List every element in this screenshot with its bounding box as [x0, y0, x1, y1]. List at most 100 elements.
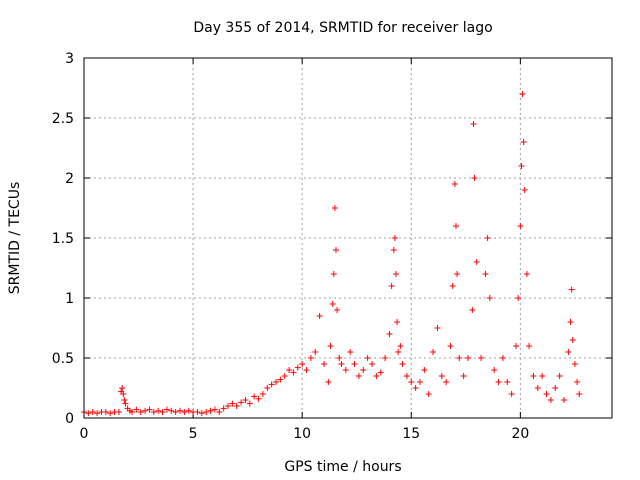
data-point: [133, 406, 140, 413]
plot-frame: [83, 57, 613, 419]
data-series: [81, 91, 583, 417]
data-point: [394, 319, 401, 325]
data-point: [393, 271, 399, 277]
data-point: [336, 355, 343, 361]
data-point: [329, 301, 336, 307]
data-point: [360, 367, 367, 373]
data-point: [181, 409, 188, 415]
data-point: [386, 331, 393, 337]
data-point: [364, 355, 371, 361]
data-point: [443, 379, 450, 385]
data-point: [142, 407, 149, 414]
data-point: [504, 379, 511, 385]
data-point: [521, 187, 528, 193]
grid-lines: [84, 58, 612, 418]
data-point: [486, 295, 493, 301]
data-point: [453, 223, 459, 229]
x-axis-label: GPS time / hours: [284, 459, 401, 475]
data-point: [203, 409, 210, 415]
data-point: [369, 361, 375, 367]
data-point: [94, 410, 101, 417]
data-point: [211, 406, 218, 413]
data-point: [539, 373, 546, 379]
chart-title: Day 355 of 2014, SRMTID for receiver lag…: [193, 20, 492, 36]
data-point: [567, 319, 574, 325]
data-point: [338, 361, 345, 367]
data-point: [334, 307, 341, 313]
data-point: [552, 385, 559, 391]
data-point: [129, 409, 135, 415]
data-point: [294, 364, 301, 371]
data-point: [246, 400, 253, 407]
data-point: [421, 367, 428, 373]
data-point: [456, 355, 463, 361]
data-point: [268, 381, 275, 388]
data-point: [395, 349, 402, 355]
data-point: [351, 361, 358, 367]
data-point: [469, 307, 476, 313]
data-point: [513, 343, 519, 349]
data-point: [517, 223, 524, 229]
data-point: [325, 379, 332, 385]
y-tick-label: 1: [65, 291, 74, 307]
x-tick-label: 5: [189, 426, 198, 442]
x-tick-label: 10: [293, 426, 311, 442]
data-point: [120, 391, 127, 397]
data-point: [150, 409, 157, 415]
x-tick-label: 15: [402, 426, 420, 442]
data-point: [520, 139, 527, 145]
data-point: [177, 407, 183, 414]
data-point: [569, 337, 576, 343]
data-point: [465, 355, 471, 361]
data-point: [327, 343, 334, 349]
data-point: [242, 397, 249, 403]
data-point: [251, 393, 258, 400]
data-point: [390, 247, 397, 253]
y-tick-label: 0: [65, 411, 74, 427]
data-point: [168, 407, 175, 414]
data-point: [430, 349, 437, 355]
data-point: [233, 403, 240, 409]
data-point: [403, 373, 410, 379]
data-point: [478, 355, 485, 361]
data-point: [482, 271, 489, 277]
data-point: [85, 410, 92, 417]
data-point: [194, 409, 201, 415]
data-point: [534, 385, 541, 391]
data-point: [543, 391, 550, 397]
data-point: [238, 399, 245, 406]
y-tick-label: 2: [65, 171, 74, 187]
x-tick-label: 20: [511, 426, 529, 442]
data-point: [115, 409, 122, 415]
data-point: [473, 259, 480, 265]
data-point: [519, 91, 526, 97]
data-point: [172, 409, 179, 415]
data-point: [499, 355, 506, 361]
data-point: [122, 400, 129, 407]
tick-labels: 0 5 10 15 20 0 0.5 1 1.5 2 2.5 3: [52, 51, 530, 442]
data-point: [377, 369, 384, 376]
data-point: [342, 367, 349, 373]
data-point: [484, 235, 491, 241]
data-point: [449, 283, 456, 289]
data-point: [330, 271, 337, 277]
data-point: [495, 379, 502, 385]
data-point: [259, 391, 266, 397]
data-point: [417, 379, 423, 385]
data-point: [155, 407, 162, 414]
data-point: [454, 271, 461, 277]
data-point: [470, 121, 477, 127]
data-point: [107, 410, 114, 417]
x-tick-label: 0: [80, 426, 89, 442]
data-point: [89, 409, 96, 415]
data-point: [225, 403, 231, 409]
data-point: [412, 385, 419, 391]
data-point: [146, 406, 153, 413]
data-point: [216, 409, 223, 415]
data-point: [137, 409, 144, 415]
y-tick-label: 0.5: [52, 351, 74, 367]
data-point: [451, 181, 458, 187]
data-point: [574, 379, 581, 385]
data-point: [425, 391, 432, 397]
